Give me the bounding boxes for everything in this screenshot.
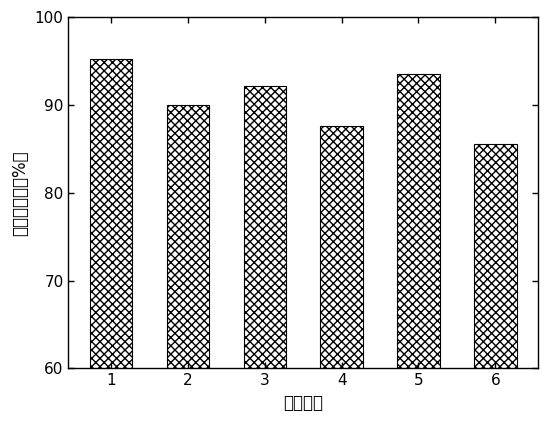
Bar <box>244 85 286 423</box>
Bar <box>474 145 517 423</box>
Y-axis label: 重复利用率（%）: 重复利用率（%） <box>11 150 29 236</box>
X-axis label: 重复次数: 重复次数 <box>283 394 323 412</box>
Bar <box>167 105 209 423</box>
Bar <box>321 126 363 423</box>
Bar <box>397 74 440 423</box>
Bar <box>89 59 132 423</box>
